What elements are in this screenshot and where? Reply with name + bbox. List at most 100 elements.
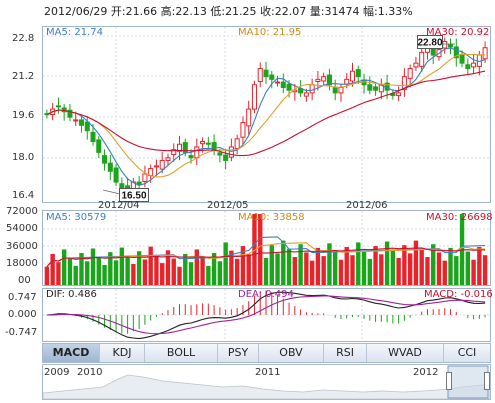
volume-ytick-1: 72000 bbox=[6, 206, 38, 217]
macd-ytick-3: -0.747 bbox=[5, 327, 38, 338]
volume-bar bbox=[125, 255, 130, 285]
navigator-right-handle[interactable] bbox=[484, 372, 490, 390]
candle-body bbox=[246, 108, 252, 127]
volume-bar bbox=[90, 248, 96, 285]
volume-bar bbox=[154, 254, 159, 285]
volume-bar bbox=[436, 252, 442, 285]
volume-bar bbox=[327, 243, 332, 285]
volume-bar bbox=[396, 257, 401, 285]
volume-ytick-5: 00 bbox=[18, 275, 31, 286]
volume-bar bbox=[200, 257, 205, 285]
price-ytick-1: 22.8 bbox=[12, 33, 35, 44]
tab-cci[interactable]: CCI bbox=[444, 344, 490, 362]
candle-body bbox=[90, 131, 96, 143]
macd-series bbox=[46, 290, 486, 340]
header-open: 21.66 bbox=[125, 5, 158, 18]
volume-bar bbox=[183, 253, 188, 285]
macd-dif-label: DIF: 0.486 bbox=[46, 289, 97, 300]
volume-bar bbox=[50, 253, 55, 285]
volume-ytick-2: 54000 bbox=[6, 223, 38, 234]
volume-bar bbox=[309, 260, 315, 285]
candle-body bbox=[280, 81, 286, 88]
candle-body bbox=[107, 162, 113, 172]
header-change-label: 幅: bbox=[363, 5, 378, 18]
candle-body bbox=[367, 84, 373, 91]
candle-body bbox=[194, 146, 200, 159]
volume-bar bbox=[442, 260, 447, 285]
tab-boll[interactable]: BOLL bbox=[145, 344, 218, 362]
candle-body bbox=[453, 46, 459, 59]
volume-bar bbox=[407, 253, 413, 285]
tab-obv[interactable]: OBV bbox=[259, 344, 324, 362]
header-high: 22.13 bbox=[175, 5, 207, 18]
volume-bar bbox=[482, 255, 488, 285]
tab-kdj[interactable]: KDJ bbox=[100, 344, 145, 362]
candle-body bbox=[228, 146, 234, 158]
price-ma10-label: MA10: 21.95 bbox=[238, 27, 302, 38]
volume-bar bbox=[136, 251, 142, 285]
candle-body bbox=[182, 142, 188, 153]
volume-bar bbox=[229, 250, 234, 285]
xtick-2012-05: 2012/05 bbox=[207, 200, 249, 211]
candle-body bbox=[471, 62, 477, 68]
candle-body bbox=[355, 69, 361, 78]
price-ma30-label: MA30: 20.92 bbox=[426, 27, 490, 38]
candle-body bbox=[165, 157, 171, 161]
candle-body bbox=[401, 76, 407, 91]
tab-macd[interactable]: MACD bbox=[43, 344, 100, 362]
navigator-selection[interactable] bbox=[447, 365, 489, 399]
navigator-year-2009: 2009 bbox=[44, 367, 70, 378]
candle-body bbox=[419, 51, 425, 67]
range-navigator[interactable]: 2009 2010 2011 2012 bbox=[42, 364, 491, 400]
header-high-label: 高: bbox=[160, 5, 176, 18]
volume-bar bbox=[419, 248, 424, 285]
volume-bar bbox=[79, 253, 84, 285]
candle-body bbox=[373, 86, 379, 91]
price-ytick-2: 21.2 bbox=[12, 71, 35, 82]
tab-psy[interactable]: PSY bbox=[218, 344, 259, 362]
low-callout-text: 16.50 bbox=[121, 191, 146, 202]
volume-bar bbox=[211, 253, 217, 285]
header-low: 21.25 bbox=[225, 5, 257, 18]
volume-bar bbox=[194, 249, 199, 285]
volume-bar bbox=[465, 251, 471, 285]
candle-body bbox=[303, 92, 309, 97]
candle-body bbox=[102, 155, 108, 164]
candle-body bbox=[251, 84, 257, 110]
header-open-label: 开: bbox=[110, 5, 126, 18]
candle-body bbox=[396, 92, 402, 97]
candle-body bbox=[263, 69, 269, 78]
volume-bar bbox=[431, 244, 436, 285]
candle-body bbox=[159, 159, 165, 170]
navigator-left-handle[interactable] bbox=[446, 372, 452, 390]
header-date: 2012/06/29 bbox=[44, 5, 108, 18]
volume-bar bbox=[356, 242, 361, 285]
header-close-label: 收: bbox=[260, 5, 275, 18]
volume-bar bbox=[102, 264, 107, 285]
low-callout: 16.50 bbox=[102, 188, 149, 202]
volume-bar bbox=[298, 244, 303, 285]
volume-bar bbox=[263, 257, 269, 285]
volume-bar bbox=[119, 247, 125, 285]
navigator-sparkline bbox=[43, 365, 490, 399]
volume-bar bbox=[350, 255, 355, 285]
volume-bar bbox=[321, 256, 326, 285]
volume-bar bbox=[384, 241, 390, 285]
candle-body bbox=[442, 41, 448, 49]
volume-bar bbox=[338, 259, 344, 285]
volume-bar bbox=[148, 246, 153, 285]
tab-rsi[interactable]: RSI bbox=[324, 344, 367, 362]
volume-bar bbox=[471, 259, 476, 285]
volume-bar bbox=[402, 245, 407, 285]
volume-ytick-4: 18000 bbox=[6, 258, 38, 269]
xtick-2012-04: 2012/04 bbox=[98, 200, 140, 211]
tab-wvad[interactable]: WVAD bbox=[367, 344, 444, 362]
volume-bar bbox=[85, 261, 90, 285]
candle-body bbox=[407, 68, 413, 79]
price-ytick-5: 16.4 bbox=[12, 190, 35, 201]
candle-body bbox=[482, 47, 488, 60]
volume-bar bbox=[275, 253, 280, 285]
volume-bar bbox=[188, 262, 194, 285]
